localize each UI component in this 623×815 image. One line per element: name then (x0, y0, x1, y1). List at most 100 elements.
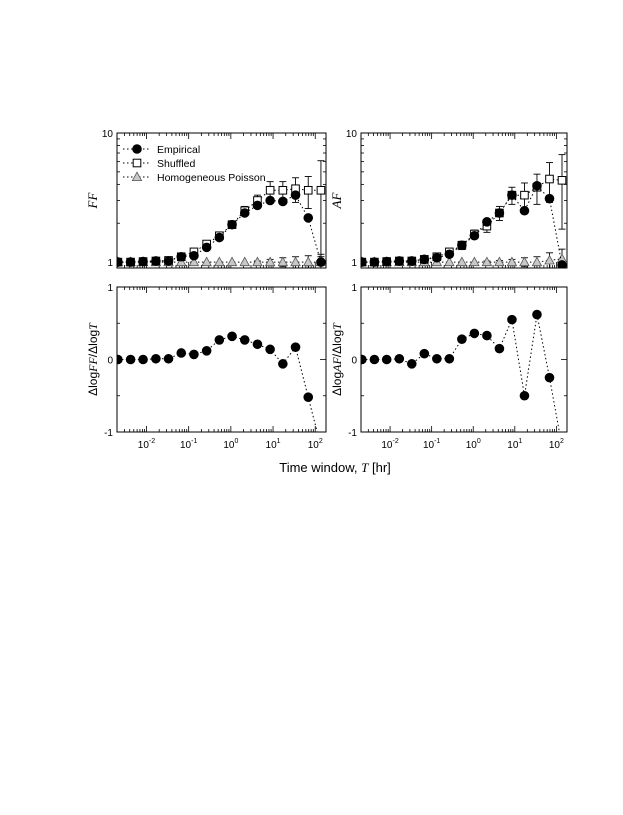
data-point (507, 190, 517, 200)
x-tick-label: 101 (507, 438, 522, 451)
series-line (361, 314, 560, 432)
data-point (163, 256, 174, 266)
y-tick-label: 1 (351, 258, 357, 269)
data-point (214, 335, 225, 345)
data-point (519, 256, 530, 267)
data-point (176, 251, 187, 262)
data-point (290, 190, 301, 200)
x-tick-label: 102 (308, 438, 323, 451)
x-tick-label: 100 (223, 438, 238, 451)
data-point (138, 354, 148, 365)
x-tick-exponent: 1 (518, 438, 522, 445)
series-line (117, 188, 321, 263)
x-tick-label: 10-1 (423, 438, 440, 451)
legend-marker (132, 144, 142, 154)
data-point (227, 219, 237, 230)
data-point (252, 256, 263, 267)
data-point (432, 353, 442, 364)
x-tick-label: 101 (266, 438, 281, 451)
data-point (394, 256, 405, 266)
data-point (494, 343, 505, 354)
data-point (201, 256, 212, 267)
y-tick-label: 10 (102, 129, 114, 140)
data-point (469, 328, 480, 339)
series-circle-filled (117, 190, 326, 267)
x-axis-label-prefix: Time window, (279, 460, 361, 475)
x-tick-label: 100 (466, 438, 481, 451)
x-tick-exponent: 0 (234, 438, 238, 445)
data-point (494, 256, 505, 267)
data-point (117, 354, 123, 365)
data-point (125, 257, 136, 267)
data-point (532, 180, 542, 191)
x-tick-base: 10 (138, 440, 150, 451)
y-tick-label: -1 (348, 428, 357, 439)
data-point (506, 256, 518, 267)
data-point (406, 256, 417, 266)
data-point (125, 354, 136, 365)
y-tick-label: 1 (107, 258, 113, 269)
data-point (252, 200, 263, 211)
y-axis-label: AF (329, 192, 344, 210)
data-point (544, 193, 555, 204)
data-point (432, 252, 442, 263)
data-point (239, 256, 251, 267)
x-tick-label: 10-1 (180, 438, 197, 451)
data-point (544, 254, 555, 265)
x-tick-label: 10-2 (138, 438, 155, 451)
data-point (507, 314, 517, 325)
data-point (278, 196, 288, 207)
x-tick-base: 10 (507, 440, 519, 451)
data-point (444, 249, 455, 260)
data-point (361, 354, 367, 365)
x-tick-exponent: 1 (277, 438, 281, 445)
data-point (176, 348, 187, 358)
x-tick-base: 10 (266, 440, 278, 451)
data-point (265, 195, 275, 206)
data-point (214, 256, 225, 267)
x-tick-base: 10 (223, 440, 235, 451)
legend-label: Homogeneous Poisson (157, 172, 266, 184)
panel-af: 1 10 AF (329, 129, 568, 269)
data-point (469, 230, 480, 241)
legend-label: Shuffled (157, 158, 195, 170)
y-tick-label: 1 (351, 283, 357, 294)
data-point (444, 256, 455, 267)
legend-marker (132, 158, 142, 168)
data-point (316, 257, 326, 267)
data-point (290, 256, 301, 267)
data-point (265, 185, 275, 195)
x-tick-base: 10 (180, 440, 192, 451)
data-point (519, 205, 530, 216)
data-point (482, 217, 492, 227)
data-point (481, 256, 493, 267)
data-point (557, 176, 567, 185)
x-tick-exponent: -1 (434, 438, 440, 445)
data-point (419, 348, 430, 359)
data-point (227, 331, 237, 342)
data-point (557, 260, 567, 268)
data-point (532, 309, 542, 320)
data-point (214, 232, 225, 243)
x-tick-label: 10-2 (381, 438, 398, 451)
series-line (361, 184, 563, 266)
data-point (303, 213, 314, 223)
data-point (189, 349, 199, 360)
y-axis-label-part: /Δlog (330, 330, 344, 357)
data-point (444, 353, 455, 364)
data-point (302, 256, 314, 267)
legend-marker (131, 171, 143, 182)
plot-frame (360, 286, 568, 433)
data-point (469, 256, 480, 267)
data-point (520, 190, 529, 200)
legend-label: Empirical (157, 144, 200, 156)
data-point (239, 208, 250, 218)
x-tick-exponent: -2 (393, 438, 399, 445)
data-point (252, 339, 263, 350)
data-point (189, 250, 199, 261)
data-point (457, 240, 467, 251)
y-axis-label: ΔlogAF/ΔlogT (330, 322, 344, 396)
data-point (303, 185, 313, 195)
data-point (138, 256, 148, 267)
